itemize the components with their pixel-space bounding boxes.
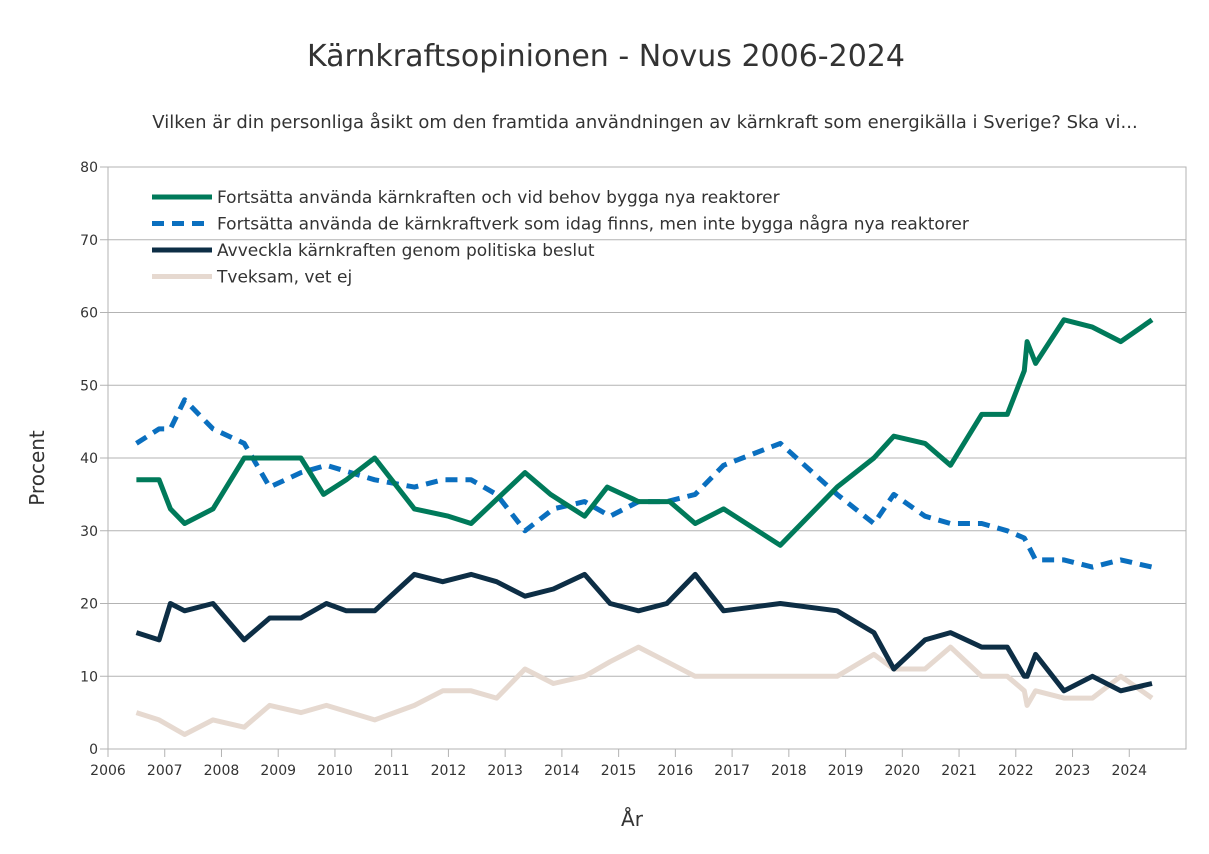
y-tick-label: 30: [80, 524, 98, 540]
legend-label-2: Fortsätta använda de kärnkraftverk som i…: [217, 214, 969, 235]
x-tick-label: 2015: [601, 763, 637, 779]
y-tick-label: 50: [80, 378, 98, 394]
series-lines: [135, 317, 1154, 737]
y-tick-label: 70: [80, 233, 98, 249]
x-tick-label: 2019: [828, 763, 864, 779]
series-line-3: [135, 571, 1153, 694]
chart-title: Kärnkraftsopinionen - Novus 2006-2024: [307, 39, 905, 74]
y-tick-label: 20: [80, 597, 98, 613]
x-tick-label: 2021: [941, 763, 977, 779]
legend-label-4: Tveksam, vet ej: [216, 268, 352, 288]
y-tick-label: 80: [80, 160, 98, 176]
x-tick-label: 2014: [544, 763, 580, 779]
y-tick-label: 40: [80, 451, 98, 467]
series-line-1: [136, 317, 1154, 548]
x-tick-label: 2020: [884, 763, 920, 779]
legend-label-3: Avveckla kärnkraften genom politiska bes…: [217, 241, 595, 261]
x-tick-label: 2024: [1111, 763, 1147, 779]
x-tick-label: 2023: [1055, 763, 1091, 779]
series-line-4: [135, 644, 1154, 737]
series-line-2: [135, 397, 1153, 570]
x-tick-label: 2022: [998, 763, 1034, 779]
x-axis-label: År: [621, 807, 644, 831]
chart-subtitle: Vilken är din personliga åsikt om den fr…: [152, 112, 1137, 133]
x-tick-label: 2009: [260, 763, 296, 779]
x-tick-label: 2007: [147, 763, 183, 779]
y-tick-label: 0: [89, 742, 98, 758]
x-tick-label: 2018: [771, 763, 807, 779]
y-axis-label: Procent: [25, 430, 49, 506]
x-tick-label: 2008: [204, 763, 240, 779]
x-tick-label: 2011: [374, 763, 410, 779]
legend-label-1: Fortsätta använda kärnkraften och vid be…: [217, 188, 780, 208]
legend: Fortsätta använda kärnkraften och vid be…: [152, 188, 969, 288]
x-tick-label: 2012: [431, 763, 467, 779]
x-tick-label: 2013: [487, 763, 523, 779]
x-tick-label: 2016: [658, 763, 694, 779]
y-tick-label: 60: [80, 306, 98, 322]
y-axis-ticks: 0 10 20 30 40 50 60 70 80: [80, 160, 108, 758]
x-tick-label: 2010: [317, 763, 353, 779]
y-tick-label: 10: [80, 669, 98, 685]
x-tick-label: 2017: [714, 763, 750, 779]
x-axis-ticks: 2006 2007 2008 2009 2010 2011 2012 2013 2014 2015…: [90, 749, 1147, 779]
x-tick-label: 2006: [90, 763, 126, 779]
